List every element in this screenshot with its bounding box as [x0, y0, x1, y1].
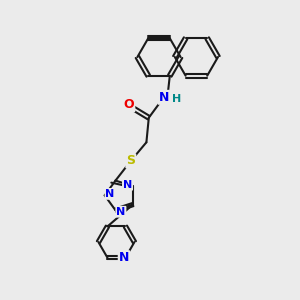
Text: N: N [116, 207, 125, 217]
Text: S: S [126, 154, 135, 167]
Text: N: N [159, 91, 169, 104]
Text: O: O [124, 98, 134, 111]
Text: N: N [106, 189, 115, 199]
Text: N: N [119, 251, 129, 264]
Text: N: N [123, 180, 132, 190]
Text: H: H [172, 94, 182, 104]
